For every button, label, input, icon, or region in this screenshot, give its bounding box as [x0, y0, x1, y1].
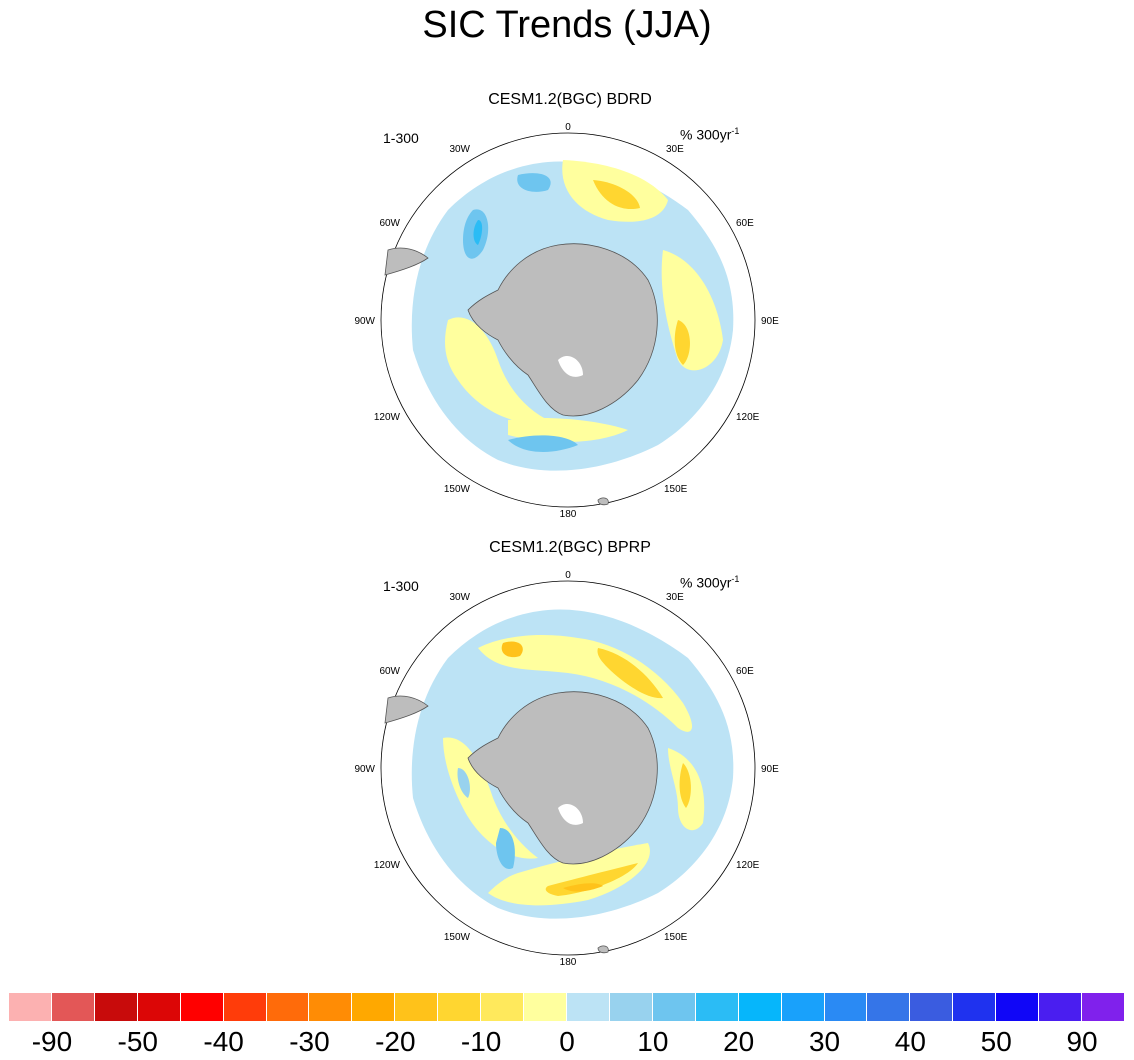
colorbar-label: 20: [723, 1026, 755, 1057]
year-range-label: 1-300: [383, 130, 419, 146]
lon-label: 180: [560, 509, 577, 520]
lon-label: 90W: [354, 316, 375, 327]
positive-trend-core: [496, 828, 515, 869]
units-label: % 300yr-1: [680, 126, 740, 143]
lon-label: 30E: [666, 592, 684, 603]
colorbar-swatch: [524, 993, 567, 1021]
colorbar-label: -30: [289, 1026, 330, 1057]
positive-trend-core: [517, 173, 551, 192]
positive-trend-core: [508, 435, 578, 452]
colorbar-swatch: [953, 993, 997, 1021]
colorbar-swatch: [223, 993, 267, 1021]
year-range-label: 1-300: [383, 578, 419, 594]
units-label: % 300yr-1: [680, 574, 740, 591]
map-panel-bprp: CESM1.2(BGC) BPRP 1-300 % 300yr-1 0: [340, 538, 800, 978]
negative-trend-patch: [488, 843, 650, 906]
colorbar-swatch: [51, 993, 95, 1021]
lon-label: 120W: [374, 860, 401, 871]
colorbar-label: 30: [808, 1026, 841, 1057]
figure-title: SIC Trends (JJA): [422, 4, 712, 46]
colorbar-swatch: [309, 993, 353, 1021]
lon-label: 60W: [379, 666, 400, 677]
colorbar-label: -20: [375, 1026, 416, 1057]
colorbar-swatch: [1082, 993, 1125, 1021]
colorbar-swatch: [438, 993, 482, 1021]
south-america-land: [384, 247, 429, 276]
lon-label: 0: [565, 570, 571, 581]
colorbar-swatch: [9, 993, 52, 1021]
lon-label: 120E: [736, 860, 760, 871]
positive-trend-max: [473, 220, 483, 245]
colorbar-swatch: [94, 993, 138, 1021]
colorbar-swatch: [695, 993, 739, 1021]
colorbar-label: 40: [894, 1026, 926, 1057]
polar-map: 0 30E 60E 90E 120E 150E 180 150W 120W 90…: [354, 122, 779, 520]
colorbar-swatch: [996, 993, 1040, 1021]
negative-trend-max: [563, 883, 603, 892]
map-panel-bdrd: CESM1.2(BGC) BDRD 1-300 % 300yr-1: [340, 90, 800, 530]
lon-label: 60W: [379, 218, 400, 229]
negative-trend-patch: [443, 737, 538, 859]
lon-label: 30W: [449, 592, 470, 603]
lon-label: 150W: [444, 484, 471, 495]
antarctica-land: [467, 691, 658, 865]
colorbar-swatch: [824, 993, 868, 1021]
lon-label: 60E: [736, 218, 754, 229]
island-land: [597, 497, 609, 506]
colorbar-label: -90: [31, 1026, 73, 1057]
negative-trend-core: [674, 320, 690, 365]
lon-label: 90E: [761, 316, 779, 327]
colorbar-swatch: [652, 993, 696, 1021]
colorbar-label: -40: [203, 1026, 244, 1057]
positive-trend-core: [457, 768, 470, 798]
colorbar-swatch: [738, 993, 782, 1021]
lon-label: 150E: [664, 932, 688, 943]
antarctica-land: [467, 243, 658, 417]
colorbar-label: 50: [980, 1026, 1012, 1057]
lon-label: 0: [565, 122, 571, 133]
south-america-land: [384, 695, 429, 724]
ice-shelf: [558, 355, 583, 377]
colorbar-swatch: [266, 993, 310, 1021]
colorbar-swatch: [137, 993, 181, 1021]
colorbar-label: -50: [117, 1026, 158, 1057]
panel-title: CESM1.2(BGC) BPRP: [489, 539, 651, 556]
lon-label: 120W: [374, 412, 401, 423]
colorbar-swatch: [781, 993, 825, 1021]
panel-title: CESM1.2(BGC) BDRD: [488, 91, 652, 108]
colorbar-label: 0: [559, 1026, 575, 1057]
colorbar-label: 90: [1066, 1026, 1098, 1057]
lon-label: 60E: [736, 666, 754, 677]
colorbar-swatch: [180, 993, 224, 1021]
lon-label: 90E: [761, 764, 779, 775]
negative-trend-core: [597, 648, 663, 699]
colorbar-swatch: [867, 993, 911, 1021]
colorbar-label: 10: [637, 1026, 669, 1057]
lon-label: 150E: [664, 484, 688, 495]
lon-label: 30W: [449, 144, 470, 155]
negative-trend-core: [501, 641, 523, 658]
negative-trend-core: [593, 180, 640, 210]
lon-label: 90W: [354, 764, 375, 775]
colorbar: [9, 993, 1125, 1021]
colorbar-label: -10: [460, 1026, 502, 1057]
colorbar-swatch: [395, 993, 439, 1021]
lon-label: 180: [560, 957, 577, 968]
colorbar-swatch: [1039, 993, 1083, 1021]
lon-label: 120E: [736, 412, 760, 423]
negative-trend-core: [679, 763, 691, 808]
island-land: [597, 945, 609, 954]
negative-trend-patch: [445, 317, 548, 423]
ice-shelf: [558, 803, 583, 825]
negative-trend-patch: [478, 635, 693, 732]
lon-label: 150W: [444, 932, 471, 943]
colorbar-swatch: [910, 993, 954, 1021]
lon-label: 30E: [666, 144, 684, 155]
colorbar-swatch: [567, 993, 610, 1021]
colorbar-swatch: [352, 993, 396, 1021]
colorbar-swatch: [609, 993, 653, 1021]
colorbar-swatch: [481, 993, 525, 1021]
polar-map: 0 30E 60E 90E 120E 150E 180 150W 120W 90…: [354, 570, 779, 968]
